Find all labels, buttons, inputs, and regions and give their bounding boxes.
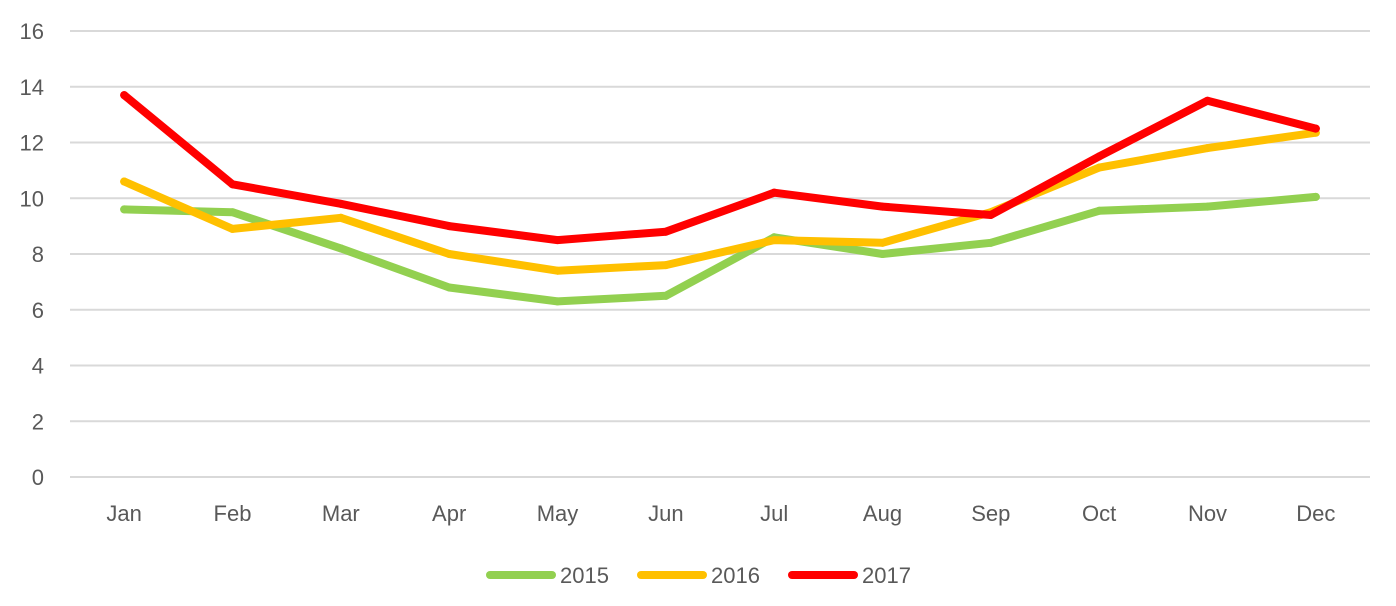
data-point-2017-Jul: [770, 188, 779, 197]
data-point-2015-Feb: [228, 208, 237, 217]
y-tick-label: 0: [32, 465, 44, 490]
data-point-2017-Jun: [661, 227, 670, 236]
data-point-2017-Nov: [1203, 96, 1212, 105]
data-point-2017-Feb: [228, 180, 237, 189]
legend-label: 2015: [560, 563, 609, 588]
x-tick-label: Jan: [106, 501, 141, 526]
legend-label: 2016: [711, 563, 760, 588]
data-point-2015-Oct: [1095, 206, 1104, 215]
x-tick-label: Jun: [648, 501, 683, 526]
x-tick-label: Apr: [432, 501, 466, 526]
data-point-2016-Apr: [445, 250, 454, 258]
y-tick-label: 8: [32, 242, 44, 267]
data-point-2016-Jan: [120, 177, 129, 186]
x-tick-label: Oct: [1082, 501, 1116, 526]
y-axis-ticks: 0 2 4 6 8 10 12 14 16: [20, 19, 44, 490]
legend-label: 2017: [862, 563, 911, 588]
data-point-2015-Apr: [445, 283, 454, 292]
data-point-2016-Aug: [878, 238, 887, 247]
data-point-2017-Sep: [986, 210, 995, 219]
data-point-2016-Nov: [1203, 144, 1212, 153]
data-point-2017-Aug: [878, 202, 887, 211]
data-point-2015-Aug: [878, 250, 887, 258]
data-point-2017-Apr: [445, 222, 454, 231]
data-point-2015-May: [553, 297, 562, 306]
x-tick-label: Mar: [322, 501, 360, 526]
data-point-2016-Feb: [228, 224, 237, 233]
data-point-2015-Jun: [661, 291, 670, 300]
x-tick-label: May: [537, 501, 579, 526]
x-tick-label: Nov: [1188, 501, 1227, 526]
data-point-2015-Mar: [336, 244, 345, 253]
x-tick-label: Feb: [214, 501, 252, 526]
data-point-2015-Jan: [120, 205, 129, 214]
legend: 2015 2016 2017: [486, 563, 911, 588]
x-tick-label: Aug: [863, 501, 902, 526]
series-lines: [120, 91, 1320, 306]
y-tick-label: 6: [32, 298, 44, 323]
data-point-2016-Jun: [661, 261, 670, 270]
y-tick-label: 4: [32, 354, 44, 379]
x-axis-ticks: Jan Feb Mar Apr May Jun Jul Aug Sep Oct Nov Dec: [106, 501, 1335, 526]
data-point-2017-May: [553, 236, 562, 245]
data-point-2016-May: [553, 266, 562, 275]
data-point-2017-Mar: [336, 199, 345, 208]
x-tick-label: Jul: [760, 501, 788, 526]
y-tick-label: 10: [20, 186, 44, 211]
data-point-2015-Nov: [1203, 202, 1212, 211]
series-line-2017: [120, 91, 1320, 245]
series-line-2016: [120, 128, 1320, 275]
data-point-2015-Dec: [1311, 192, 1320, 201]
data-point-2016-Mar: [336, 213, 345, 222]
data-point-2015-Sep: [986, 238, 995, 247]
x-tick-label: Sep: [971, 501, 1010, 526]
x-tick-label: Dec: [1296, 501, 1335, 526]
data-point-2017-Dec: [1311, 124, 1320, 133]
y-tick-label: 14: [20, 75, 44, 100]
y-tick-label: 2: [32, 409, 44, 434]
y-tick-label: 16: [20, 19, 44, 44]
y-tick-label: 12: [20, 131, 44, 156]
data-point-2017-Oct: [1095, 152, 1104, 161]
data-point-2016-Jul: [770, 236, 779, 245]
data-point-2016-Oct: [1095, 163, 1104, 172]
data-point-2017-Jan: [120, 91, 129, 100]
series-line-2015: [120, 192, 1320, 306]
